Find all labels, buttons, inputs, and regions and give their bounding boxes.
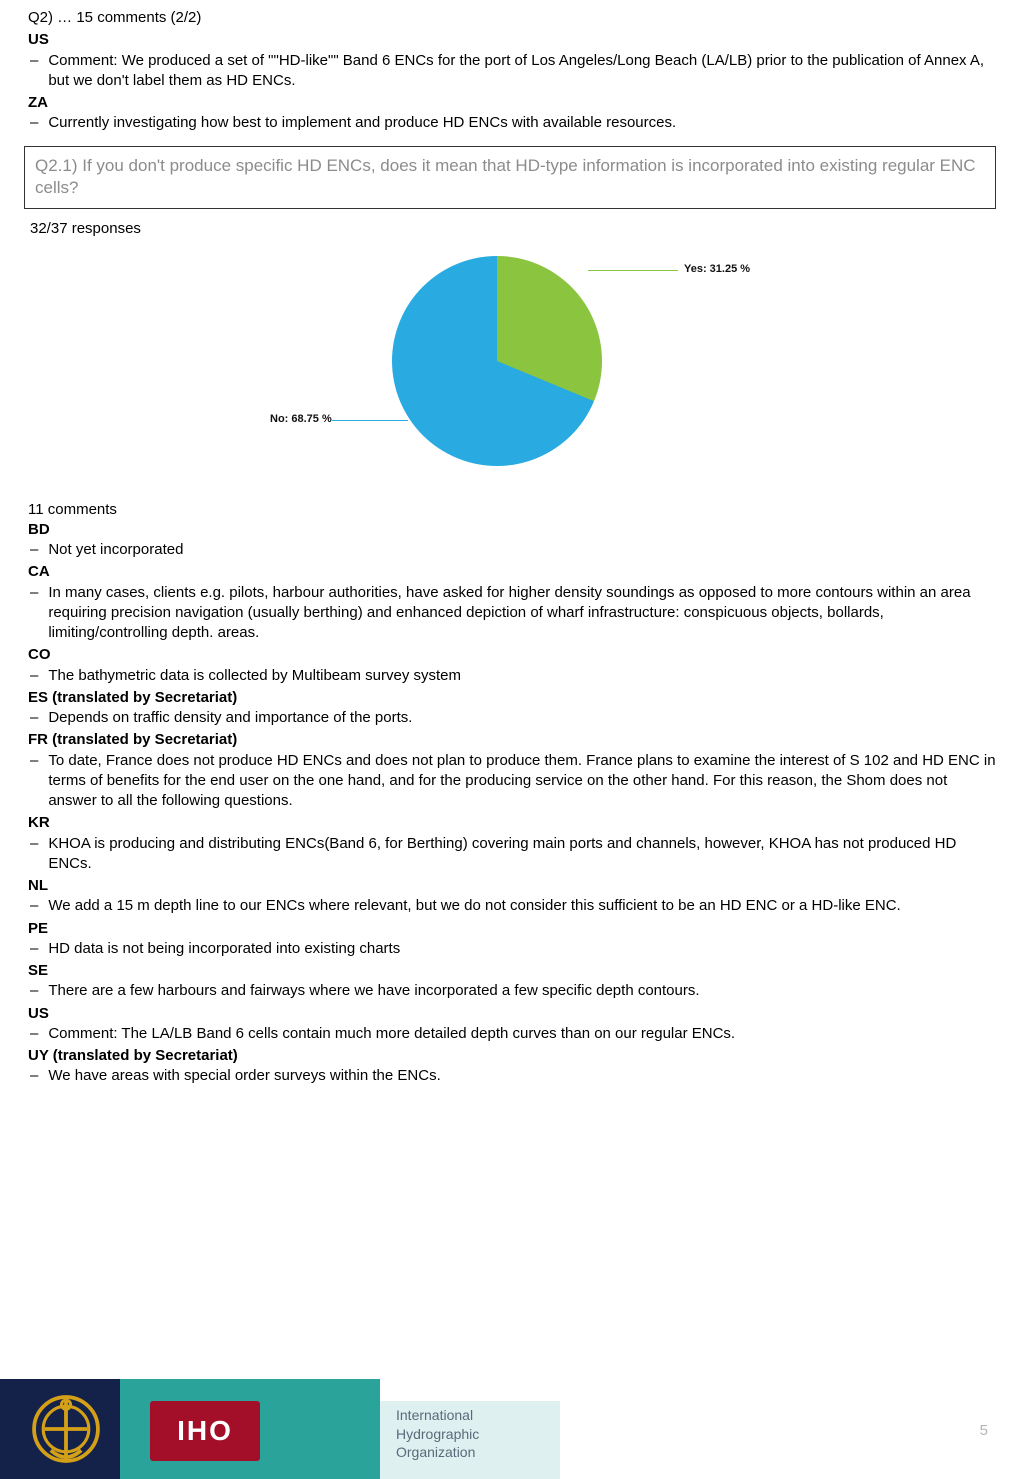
org-line1: International [396,1406,479,1424]
country-label-es: ES (translated by Secretariat) [28,688,996,708]
comment-row-es: – Depends on traffic density and importa… [28,708,996,728]
dash: – [30,1024,38,1044]
country-label-us: US [28,30,996,50]
country-label-ca: CA [28,562,996,582]
iho-logo-text: IHO [177,1412,233,1450]
comment-row-za: – Currently investigating how best to im… [28,113,996,133]
org-name: International Hydrographic Organization [396,1406,479,1461]
org-line2: Hydrographic [396,1425,479,1443]
country-label-pe: PE [28,919,996,939]
org-line3: Organization [396,1443,479,1461]
comment-row-uy: – We have areas with special order surve… [28,1066,996,1086]
page-number: 5 [980,1421,988,1441]
comment-row-us: – Comment: We produced a set of ""HD-lik… [28,51,996,92]
country-label-se: SE [28,961,996,981]
comment-text-bd: Not yet incorporated [48,540,996,560]
country-label-co: CO [28,645,996,665]
dash: – [30,896,38,916]
comment-text-ca: In many cases, clients e.g. pilots, harb… [48,583,996,644]
q2-title: Q2) … 15 comments (2/2) [28,8,996,28]
comment-row-bd: – Not yet incorporated [28,540,996,560]
comment-row-ca: – In many cases, clients e.g. pilots, ha… [28,583,996,644]
comment-text-pe: HD data is not being incorporated into e… [48,939,996,959]
comment-row-pe: – HD data is not being incorporated into… [28,939,996,959]
iho-logo-box: IHO [150,1401,260,1461]
dash: – [30,583,38,644]
comment-text-uy: We have areas with special order surveys… [48,1066,996,1086]
footer: IHO International Hydrographic Organizat… [0,1379,1024,1479]
country-label-kr: KR [28,813,996,833]
country-label-uy: UY (translated by Secretariat) [28,1046,996,1066]
comment-text-se: There are a few harbours and fairways wh… [48,981,996,1001]
comment-text-kr: KHOA is producing and distributing ENCs(… [48,834,996,875]
comment-row-nl: – We add a 15 m depth line to our ENCs w… [28,896,996,916]
comment-row-fr: – To date, France does not produce HD EN… [28,751,996,812]
dash: – [30,708,38,728]
pie-graphic [392,256,602,466]
comment-text-co: The bathymetric data is collected by Mul… [48,666,996,686]
comment-row-se: – There are a few harbours and fairways … [28,981,996,1001]
dash: – [30,939,38,959]
pie-chart: Yes: 31.25 % No: 68.75 % [192,244,832,494]
comment-text-za: Currently investigating how best to impl… [48,113,996,133]
comment-row-kr: – KHOA is producing and distributing ENC… [28,834,996,875]
comment-text-fr: To date, France does not produce HD ENCs… [48,751,996,812]
iho-emblem-icon [28,1391,104,1467]
dash: – [30,113,38,133]
leader-line-yes [588,270,678,271]
comment-text-nl: We add a 15 m depth line to our ENCs whe… [48,896,996,916]
country-label-us2: US [28,1004,996,1024]
dash: – [30,751,38,812]
dash: – [30,51,38,92]
comment-row-co: – The bathymetric data is collected by M… [28,666,996,686]
comment-text-us2: Comment: The LA/LB Band 6 cells contain … [48,1024,996,1044]
pie-label-no: No: 68.75 % [270,412,332,427]
comment-row-us2: – Comment: The LA/LB Band 6 cells contai… [28,1024,996,1044]
country-label-fr: FR (translated by Secretariat) [28,730,996,750]
comments-header: 11 comments [28,500,996,520]
pie-label-yes: Yes: 31.25 % [684,262,750,277]
comment-text-us: Comment: We produced a set of ""HD-like"… [48,51,996,92]
dash: – [30,981,38,1001]
country-label-nl: NL [28,876,996,896]
country-label-za: ZA [28,93,996,113]
dash: – [30,834,38,875]
leader-line-no [332,420,408,421]
dash: – [30,540,38,560]
dash: – [30,1066,38,1086]
country-label-bd: BD [28,520,996,540]
responses-count: 32/37 responses [30,219,996,239]
comment-text-es: Depends on traffic density and importanc… [48,708,996,728]
question-box: Q2.1) If you don't produce specific HD E… [24,146,996,210]
dash: – [30,666,38,686]
